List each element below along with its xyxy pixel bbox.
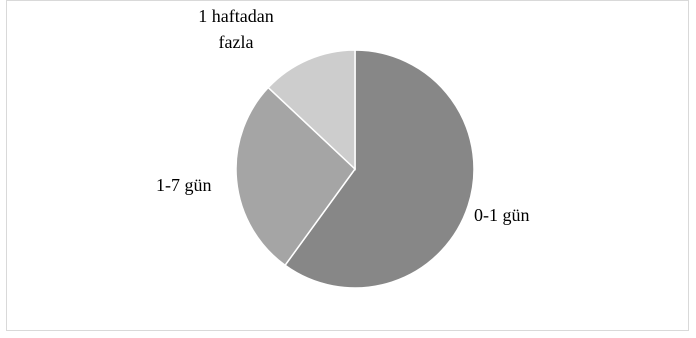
slice-label-1-7-gun: 1-7 gün <box>156 175 212 195</box>
pie-slice-1-haftadan-fazla <box>267 49 356 171</box>
slice-label-1-haftadan-fazla-line1: 1 haftadan <box>198 6 273 26</box>
pie-slice-1-7-gün <box>235 86 356 267</box>
pie-slice-0-1-gün <box>284 49 475 289</box>
slice-label-1-haftadan-fazla-line2: fazla <box>219 32 254 52</box>
slice-label-0-1-gun: 0-1 gün <box>474 205 530 225</box>
pie-slices <box>235 49 475 289</box>
